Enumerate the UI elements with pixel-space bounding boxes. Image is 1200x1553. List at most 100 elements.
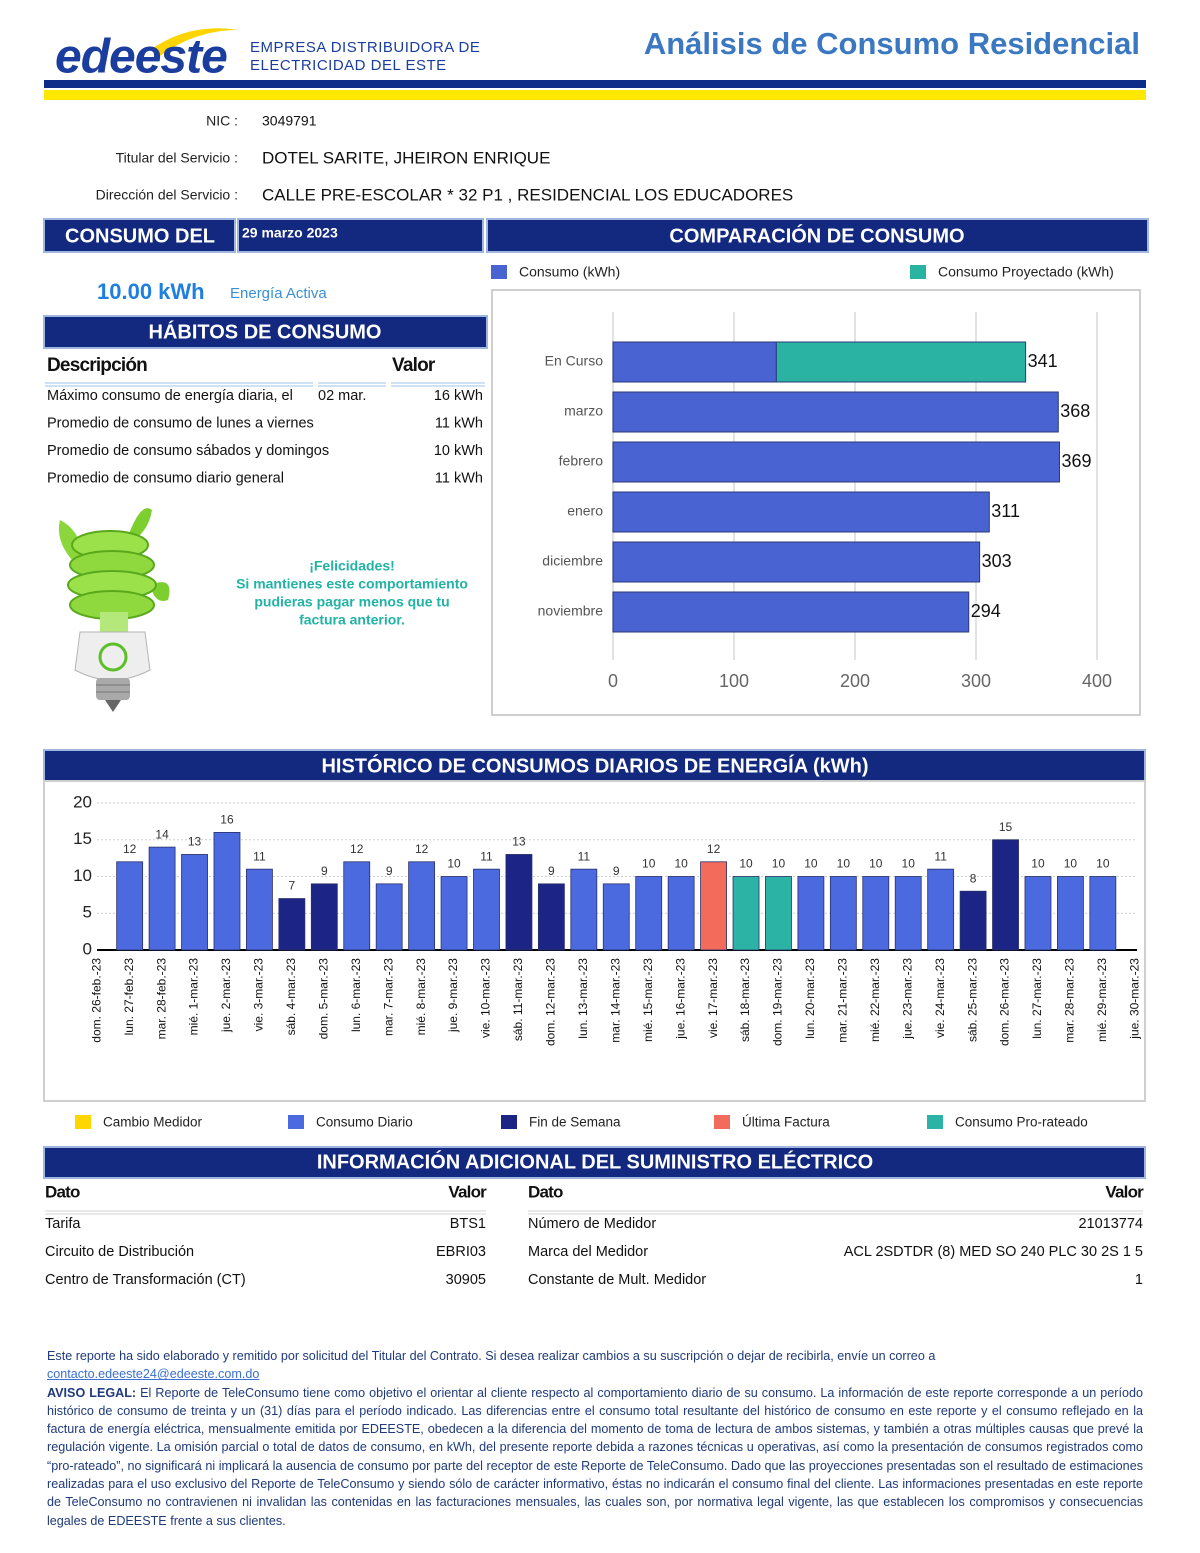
- x-tick-label: dom. 19-mar.-23: [771, 958, 785, 1046]
- info-label: Circuito de Distribución: [45, 1244, 194, 1260]
- habit-value: 16 kWh: [434, 388, 483, 404]
- data-label: 294: [971, 601, 1001, 621]
- data-label: 10: [674, 857, 688, 871]
- x-tick-label: vie. 10-mar.-23: [479, 958, 493, 1038]
- data-label: 10: [447, 857, 461, 871]
- habit-description: Máximo consumo de energía diaria, el: [47, 388, 293, 404]
- data-label: 11: [480, 849, 493, 863]
- x-tick-label: mar. 28-feb.-23: [154, 958, 168, 1040]
- x-tick-label: sáb. 18-mar.-23: [738, 958, 752, 1042]
- bar: [700, 861, 727, 951]
- legal-notice: AVISO LEGAL: El Reporte de TeleConsumo t…: [47, 1384, 1143, 1530]
- data-label: 368: [1060, 401, 1090, 421]
- info-label: Número de Medidor: [528, 1216, 656, 1232]
- bar: [181, 854, 208, 951]
- bar: [116, 861, 144, 951]
- contact-email[interactable]: contacto.edeeste24@edeeste.com.do: [47, 1367, 260, 1382]
- tip-text: pudieras pagar menos que tu: [254, 594, 449, 610]
- info-label: Constante de Mult. Medidor: [528, 1272, 706, 1288]
- report-title: Análisis de Consumo Residencial: [644, 26, 1140, 61]
- x-tick-label: vie. 24-mar.-23: [933, 958, 947, 1038]
- bar-segment: [612, 391, 1059, 433]
- x-tick-label: jue. 23-mar.-23: [900, 958, 914, 1040]
- header-rule: [44, 90, 1146, 100]
- y-tick-label: noviembre: [538, 603, 604, 619]
- x-tick-label: mié. 1-mar.-23: [187, 958, 201, 1036]
- field-label: Titular del Servicio :: [116, 150, 238, 166]
- x-tick-label: dom. 26-feb.-23: [89, 958, 103, 1043]
- info-value: 1: [1135, 1272, 1143, 1288]
- x-tick-label: mar. 7-mar.-23: [381, 958, 395, 1036]
- legend-swatch: [75, 1115, 91, 1129]
- bar: [894, 876, 922, 951]
- data-label: 10: [772, 857, 786, 871]
- section-heading: HÁBITOS DE CONSUMO: [149, 320, 382, 343]
- data-label: 14: [155, 827, 169, 841]
- x-tick-label: dom. 12-mar.-23: [544, 958, 558, 1046]
- data-label: 10: [1031, 857, 1045, 871]
- bar: [602, 883, 630, 951]
- x-tick-label: mié. 22-mar.-23: [868, 958, 882, 1042]
- legend-swatch: [714, 1115, 730, 1129]
- data-label: 10: [837, 857, 851, 871]
- bar: [732, 876, 760, 951]
- data-label: 8: [970, 871, 977, 885]
- bar-segment: [612, 541, 981, 583]
- bar: [1089, 876, 1117, 951]
- legend-swatch: [491, 265, 507, 279]
- heading-box: [43, 218, 236, 253]
- heading-box: [43, 315, 488, 349]
- bar: [667, 876, 695, 951]
- tip-text: Si mantienes este comportamiento: [236, 576, 468, 592]
- legend-label: Consumo (kWh): [519, 264, 620, 280]
- section-heading: INFORMACIÓN ADICIONAL DEL SUMINISTRO ELÉ…: [317, 1149, 873, 1173]
- x-tick-label: sáb. 11-mar.-23: [511, 958, 525, 1041]
- x-tick-label: jue. 30-mar.-23: [1127, 958, 1141, 1040]
- bar-segment: [612, 341, 777, 383]
- bar: [537, 883, 565, 951]
- bar: [765, 876, 792, 951]
- data-label: 16: [220, 813, 234, 827]
- heading-box: [237, 218, 484, 253]
- legend-label: Última Factura: [742, 1115, 830, 1130]
- data-label: 13: [188, 835, 202, 849]
- logo: edeeste: [55, 31, 227, 84]
- header-rule: [44, 80, 1146, 88]
- bar: [829, 876, 857, 951]
- data-label: 341: [1028, 351, 1058, 371]
- data-label: 12: [350, 842, 364, 856]
- data-label: 11: [934, 849, 947, 863]
- bar: [246, 868, 273, 951]
- bar: [440, 876, 468, 951]
- bar: [862, 876, 890, 951]
- legend-label: Consumo Proyectado (kWh): [938, 264, 1114, 280]
- x-tick-label: lun. 27-feb.-23: [122, 958, 136, 1036]
- bar: [213, 832, 241, 951]
- data-label: 9: [613, 864, 620, 878]
- y-tick-label: 5: [83, 903, 92, 922]
- data-label: 10: [804, 857, 818, 871]
- info-label: Tarifa: [45, 1216, 81, 1232]
- y-tick-label: febrero: [559, 453, 604, 469]
- habit-value: 11 kWh: [435, 470, 483, 486]
- info-value: 30905: [446, 1272, 486, 1288]
- bulb-illustration: [58, 508, 170, 712]
- y-tick-label: enero: [567, 503, 603, 519]
- field-value: DOTEL SARITE, JHEIRON ENRIQUE: [262, 148, 550, 167]
- habit-description: Promedio de consumo sábados y domingos: [47, 443, 329, 459]
- y-tick-label: diciembre: [542, 553, 603, 569]
- column-header: Descripción: [47, 355, 147, 376]
- heading-box: [43, 1146, 1146, 1179]
- x-tick-label: jue. 9-mar.-23: [446, 958, 460, 1033]
- bar: [927, 868, 955, 951]
- y-tick-label: En Curso: [545, 353, 604, 369]
- x-tick-label: lun. 27-mar.-23: [1030, 958, 1044, 1039]
- data-label: 11: [578, 849, 591, 863]
- habit-description: Promedio de consumo diario general: [47, 470, 284, 486]
- info-value: ACL 2SDTDR (8) MED SO 240 PLC 30 2S 1 5: [844, 1244, 1143, 1260]
- x-tick-label: mar. 21-mar.-23: [836, 958, 850, 1043]
- y-tick-label: 0: [83, 939, 92, 958]
- bar: [1057, 876, 1084, 951]
- info-value: EBRI03: [436, 1244, 486, 1260]
- x-tick-label: mié. 8-mar.-23: [414, 958, 428, 1036]
